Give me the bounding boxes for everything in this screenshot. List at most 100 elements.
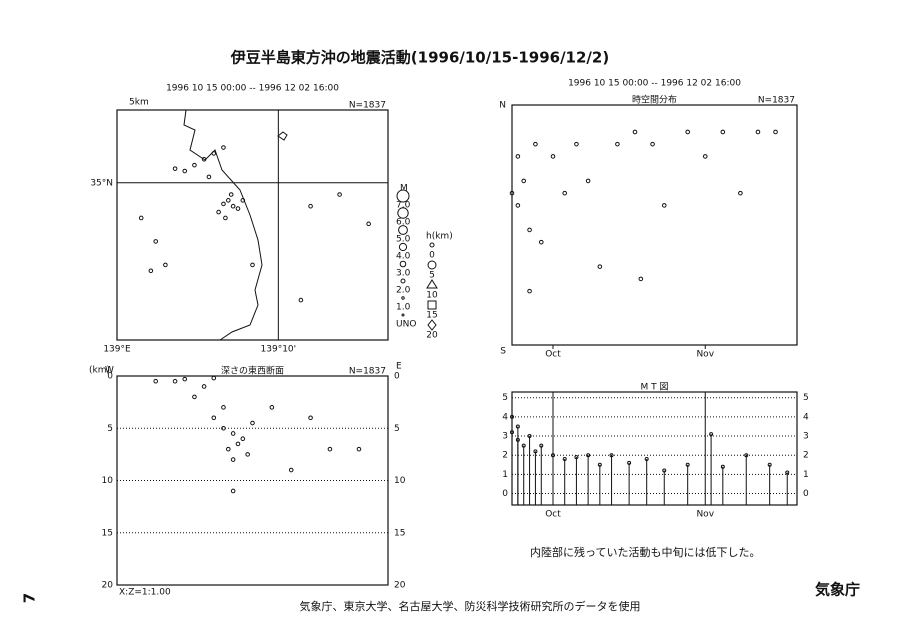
point <box>221 425 226 431</box>
stem-head <box>521 443 526 448</box>
stem-head <box>767 462 772 467</box>
count-label: N=1837 <box>349 101 386 111</box>
stem-head <box>510 430 514 435</box>
stem-head <box>644 457 649 462</box>
point <box>230 457 236 462</box>
point <box>250 420 255 426</box>
x-tick-label: 139°E <box>103 345 131 355</box>
legend-label: 4.0 <box>396 252 411 262</box>
point <box>138 215 144 221</box>
point <box>702 154 708 159</box>
point <box>226 446 231 452</box>
point <box>163 262 168 268</box>
point <box>206 174 212 180</box>
point <box>211 375 217 381</box>
footer: 気象庁、東京大学、名古屋大学、防災科学技術研究所のデータを使用 <box>300 599 641 613</box>
x-tick-label: Oct <box>545 510 561 520</box>
legend-symbol <box>401 296 405 300</box>
legend-label: UNO <box>396 320 416 330</box>
point <box>228 192 234 197</box>
legend-symbol <box>426 279 438 289</box>
header: 1996 10 15 00:00 -- 1996 12 02 16:00 <box>166 84 339 94</box>
title: 伊豆半島東方沖の地震活動(1996/10/15-1996/12/2) <box>230 49 609 67</box>
point <box>661 203 667 208</box>
stem-head <box>597 462 602 467</box>
point <box>269 405 275 410</box>
point <box>356 446 362 452</box>
x-tick-label: Oct <box>545 350 561 360</box>
island <box>277 131 288 141</box>
point <box>527 288 532 294</box>
point <box>172 378 178 384</box>
y-top-label: N <box>499 101 506 111</box>
point <box>230 431 236 436</box>
y-tick-label: 4 <box>502 412 508 422</box>
legend-label: 10 <box>426 291 438 301</box>
count-label: N=1837 <box>758 96 795 106</box>
point <box>638 276 644 282</box>
scale-label: 5km <box>129 98 149 108</box>
y2-tick-label: 20 <box>394 581 406 591</box>
x-tick-label: Nov <box>696 510 714 520</box>
point <box>337 192 342 197</box>
y2-tick-label: 0 <box>394 372 400 382</box>
point <box>366 221 371 227</box>
left-label: W <box>105 366 114 376</box>
point <box>773 129 778 135</box>
y-tick-label: 3 <box>502 432 508 442</box>
point <box>245 452 250 457</box>
stem-head <box>527 434 532 439</box>
point <box>250 262 255 268</box>
point <box>755 129 761 135</box>
stem-head <box>744 453 749 458</box>
point <box>223 215 228 221</box>
stem-head <box>627 460 632 465</box>
point <box>632 129 638 135</box>
legend-title: M <box>400 184 408 194</box>
stem-head <box>685 462 690 467</box>
stem-head <box>574 455 579 460</box>
legend-label: 5 <box>429 271 435 281</box>
stem-head <box>510 414 514 419</box>
point <box>153 378 159 384</box>
legend-symbol <box>399 260 407 268</box>
y-tick-label: 15 <box>102 528 113 538</box>
point <box>216 209 221 215</box>
point <box>226 198 231 203</box>
stem-head <box>515 437 520 442</box>
stem-head <box>609 453 614 458</box>
point <box>298 297 304 303</box>
y-tick-label: 2 <box>502 451 508 461</box>
y2-tick-label: 5 <box>394 424 400 434</box>
y-tick-label: 0 <box>502 489 508 499</box>
point <box>148 268 154 274</box>
legend-symbol <box>396 189 410 203</box>
y2-tick-label: 5 <box>803 393 809 403</box>
stem-head <box>709 432 714 437</box>
point <box>211 415 217 421</box>
stem-head <box>515 424 520 429</box>
y-axis-label: (km) <box>89 366 110 376</box>
legend-symbol <box>427 319 437 331</box>
panel-title: 深さの東西断面 <box>221 365 284 377</box>
x-tick-label: Nov <box>696 350 714 360</box>
point <box>533 141 538 147</box>
point <box>562 190 568 196</box>
point <box>240 436 246 442</box>
y-tick-label: 5 <box>107 424 113 434</box>
y-tick-label: 1 <box>502 470 508 480</box>
point <box>308 203 313 209</box>
stem-head <box>562 457 567 462</box>
legend-title: h(km) <box>426 232 453 242</box>
coastline <box>183 109 263 341</box>
point <box>738 190 743 196</box>
point <box>230 203 236 209</box>
point <box>192 394 197 400</box>
legend-symbol <box>401 313 405 317</box>
point <box>211 151 217 156</box>
point <box>182 376 188 382</box>
point <box>235 441 241 447</box>
y2-tick-label: 10 <box>394 476 406 486</box>
point <box>288 467 294 473</box>
